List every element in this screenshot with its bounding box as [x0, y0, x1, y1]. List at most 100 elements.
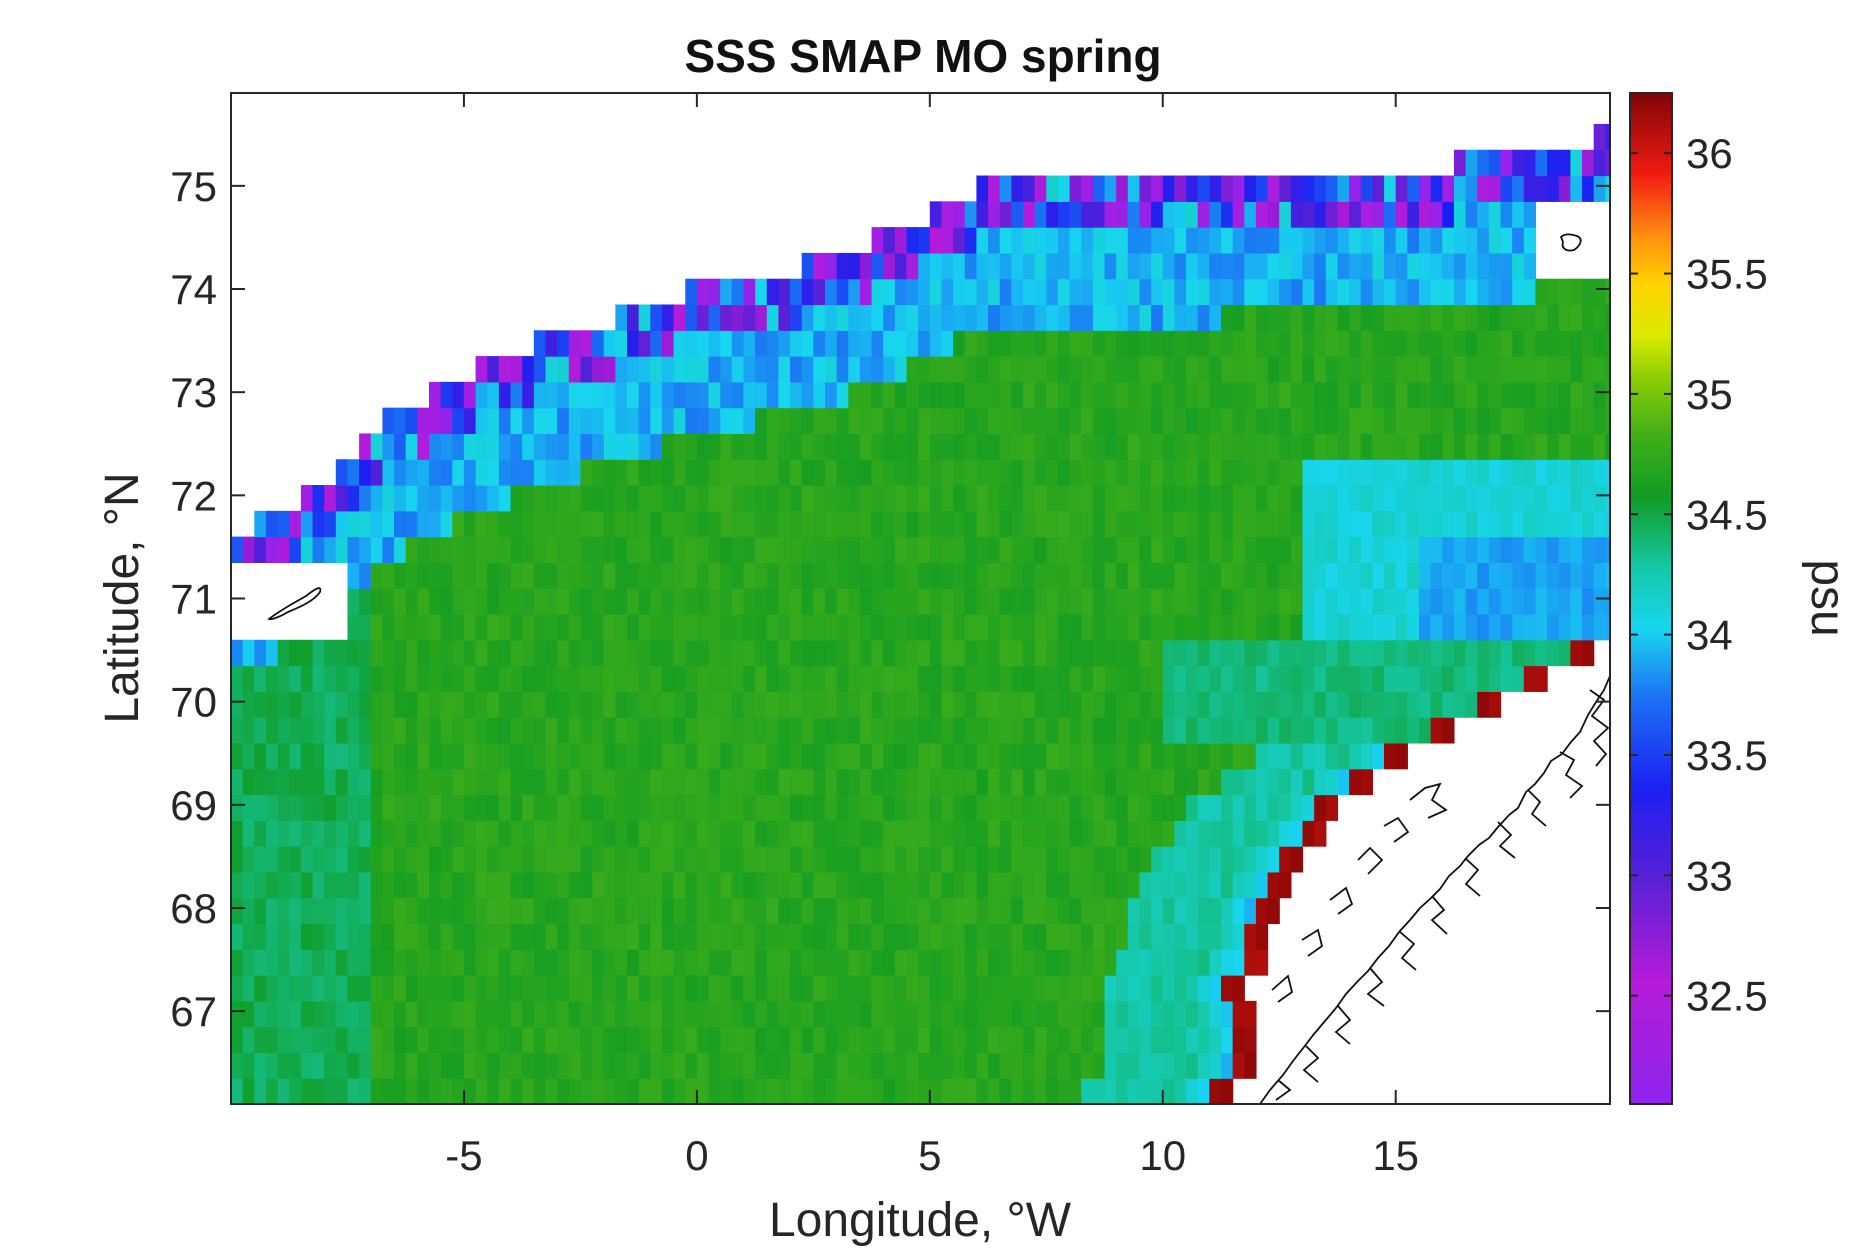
heatmap-cell	[475, 588, 488, 615]
heatmap-cell	[475, 1000, 488, 1028]
heatmap-cell	[1384, 691, 1397, 718]
heatmap-cell	[1430, 613, 1443, 641]
heatmap-cell	[1570, 356, 1583, 383]
heatmap-cell	[638, 485, 651, 512]
heatmap-cell	[1186, 691, 1199, 718]
heatmap-cell	[766, 536, 780, 563]
heatmap-cell	[1022, 459, 1036, 486]
heatmap-cell	[743, 1026, 756, 1054]
heatmap-cell	[731, 717, 745, 744]
heatmap-cell	[1022, 304, 1036, 331]
heatmap-cell	[1477, 459, 1490, 486]
heatmap-cell	[650, 923, 663, 950]
heatmap-cell	[929, 846, 943, 873]
heatmap-cell	[1127, 1026, 1141, 1054]
heatmap-cell	[1442, 717, 1455, 744]
heatmap-cell	[627, 717, 640, 744]
heatmap-cell	[1081, 639, 1094, 667]
heatmap-cell	[1197, 691, 1210, 718]
heatmap-cell	[871, 871, 884, 899]
heatmap-cell	[1151, 433, 1164, 460]
x-tick-label: 5	[918, 1132, 941, 1179]
heatmap-cell	[1337, 201, 1350, 228]
heatmap-cell	[510, 846, 523, 873]
heatmap-cell	[557, 1052, 570, 1079]
heatmap-cell	[766, 691, 780, 718]
heatmap-cell	[1104, 665, 1117, 692]
heatmap-cell	[1034, 768, 1047, 796]
x-tick-label: -5	[445, 1132, 482, 1179]
heatmap-cell	[708, 665, 721, 692]
heatmap-cell	[650, 562, 663, 589]
heatmap-cell	[557, 639, 570, 667]
heatmap-cell	[988, 536, 1001, 563]
heatmap-cell	[894, 923, 908, 950]
heatmap-cell	[603, 588, 616, 615]
heatmap-cell	[522, 665, 535, 692]
heatmap-cell	[953, 691, 966, 718]
heatmap-cell	[685, 485, 698, 512]
heatmap-cell	[661, 665, 675, 692]
heatmap-cell	[766, 485, 780, 512]
heatmap-cell	[498, 1078, 512, 1104]
heatmap-cell	[1022, 975, 1036, 1002]
heatmap-cell	[883, 742, 896, 770]
heatmap-cell	[382, 794, 395, 821]
heatmap-cell	[510, 381, 523, 409]
heatmap-cell	[1535, 510, 1548, 538]
heatmap-cell	[1186, 485, 1199, 512]
heatmap-cell	[452, 768, 465, 796]
heatmap-cell	[1418, 639, 1432, 667]
heatmap-cell	[1302, 794, 1315, 821]
heatmap-cell	[1500, 665, 1513, 692]
heatmap-cell	[661, 510, 675, 538]
heatmap-cell	[650, 1000, 663, 1028]
heatmap-cell	[836, 278, 849, 306]
heatmap-cell	[685, 510, 698, 538]
heatmap-cell	[906, 639, 919, 667]
heatmap-cell	[277, 897, 290, 925]
heatmap-cell	[568, 330, 582, 357]
heatmap-cell	[1384, 381, 1397, 409]
heatmap-cell	[1500, 407, 1513, 435]
heatmap-cell	[638, 794, 651, 821]
heatmap-cell	[1488, 510, 1502, 538]
heatmap-cell	[859, 691, 873, 718]
heatmap-cell	[766, 717, 780, 744]
heatmap-cell	[1162, 639, 1176, 667]
heatmap-cell	[347, 1000, 360, 1028]
heatmap-cell	[394, 639, 407, 667]
heatmap-cell	[265, 949, 279, 976]
heatmap-cell	[1220, 356, 1234, 383]
heatmap-cell	[592, 613, 605, 641]
heatmap-cell	[650, 665, 663, 692]
colorbar-tick-label: 33.5	[1686, 732, 1768, 779]
heatmap-cell	[394, 407, 407, 435]
heatmap-cell	[1488, 201, 1502, 228]
heatmap-cell	[755, 304, 768, 331]
heatmap-cell	[1372, 381, 1385, 409]
y-axis-label: Latitude, °N	[96, 472, 149, 723]
heatmap-cell	[1139, 1078, 1152, 1104]
heatmap-cell	[918, 949, 931, 976]
heatmap-cell	[394, 897, 407, 925]
heatmap-cell	[382, 897, 395, 925]
heatmap-cell	[1465, 175, 1478, 202]
heatmap-cell	[231, 665, 244, 692]
heatmap-cell	[906, 897, 919, 925]
heatmap-cell	[557, 1078, 570, 1104]
heatmap-cell	[848, 459, 861, 486]
heatmap-cell	[988, 201, 1001, 228]
heatmap-cell	[1232, 897, 1245, 925]
heatmap-cell	[953, 717, 966, 744]
heatmap-cell	[766, 1052, 780, 1079]
heatmap-cell	[1267, 459, 1280, 486]
heatmap-cell	[941, 639, 954, 667]
heatmap-cell	[1069, 252, 1082, 280]
heatmap-cell	[429, 639, 442, 667]
heatmap-cell	[1057, 459, 1071, 486]
heatmap-cell	[1255, 433, 1269, 460]
heatmap-cell	[568, 897, 582, 925]
heatmap-cell	[1209, 252, 1222, 280]
heatmap-cell	[1500, 485, 1513, 512]
